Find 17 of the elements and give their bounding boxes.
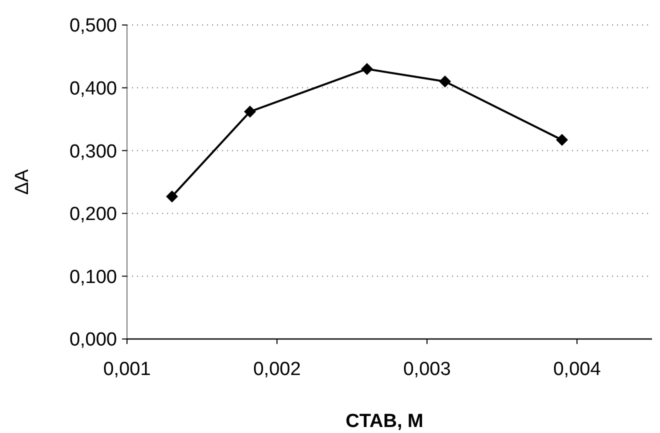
y-tick-label: 0,000: [69, 330, 117, 351]
x-tick-label: 0,003: [403, 359, 451, 380]
y-tick-label: 0,400: [69, 78, 117, 100]
y-tick-label: 0,200: [69, 204, 117, 226]
point: [361, 62, 373, 75]
point: [439, 76, 451, 88]
point: [556, 134, 568, 146]
x-tick-label: 0,002: [253, 359, 301, 380]
y-tick-label: 0,300: [69, 141, 117, 162]
y-axis-title: ΔA: [12, 168, 33, 195]
x-tick-label: 0,004: [553, 359, 602, 380]
point: [166, 190, 178, 202]
x-axis-title: CTAB, M: [346, 411, 424, 432]
y-tick-label: 0,100: [69, 266, 117, 288]
point: [244, 106, 256, 118]
y-tick-label: 0,500: [69, 16, 117, 37]
x-tick-label: 0,001: [103, 359, 151, 380]
